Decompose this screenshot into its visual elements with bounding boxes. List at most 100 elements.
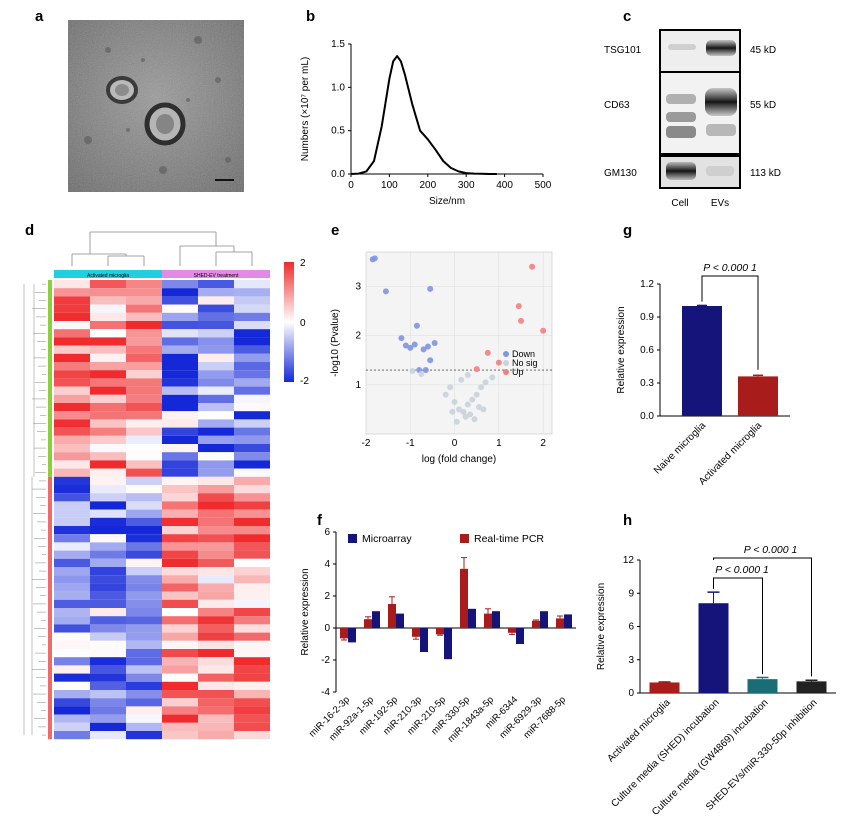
heatmap-cell bbox=[90, 386, 126, 395]
heatmap-cell bbox=[126, 550, 162, 559]
heatmap-cell bbox=[234, 575, 270, 584]
volcano-point bbox=[469, 396, 476, 403]
heatmap-cell bbox=[54, 419, 90, 428]
y-tick-label: 0 bbox=[324, 623, 330, 634]
heatmap-cell bbox=[234, 542, 270, 551]
heatmap-cell bbox=[234, 599, 270, 608]
blot-size-cd63: 55 kD bbox=[750, 100, 776, 111]
heatmap-cell bbox=[234, 591, 270, 600]
heatmap-cell bbox=[198, 501, 234, 510]
heatmap-cell bbox=[90, 452, 126, 461]
heatmap-cell bbox=[162, 640, 198, 649]
heatmap-cell bbox=[126, 362, 162, 371]
colorbar-tick-label: 0 bbox=[300, 318, 306, 329]
heatmap-cell bbox=[198, 288, 234, 297]
heatmap-cell bbox=[90, 542, 126, 551]
heatmap-cell bbox=[198, 419, 234, 428]
heatmap-cell bbox=[126, 427, 162, 436]
heatmap-cell bbox=[234, 657, 270, 666]
heatmap-cell bbox=[198, 296, 234, 305]
heatmap-cell bbox=[162, 591, 198, 600]
heatmap-cell bbox=[90, 280, 126, 289]
heatmap-cell bbox=[234, 304, 270, 313]
heatmap-cell bbox=[54, 427, 90, 436]
heatmap-cell bbox=[162, 649, 198, 658]
heatmap-cell bbox=[126, 599, 162, 608]
heatmap-cell bbox=[90, 608, 126, 617]
heatmap-cell bbox=[126, 296, 162, 305]
y-tick-label: 0.0 bbox=[331, 169, 345, 180]
heatmap-cell bbox=[126, 722, 162, 731]
heatmap-cell bbox=[54, 362, 90, 371]
p-value-annotation: P < 0.000 1 bbox=[715, 564, 769, 576]
heatmap-cell bbox=[90, 501, 126, 510]
heatmap-cell bbox=[234, 329, 270, 338]
heatmap-cell bbox=[234, 370, 270, 379]
p-value-annotation: P < 0.000 1 bbox=[744, 544, 798, 556]
chart-g-microglia: 0.0 0.3 0.6 0.9 1.2 Naive microgliaActivated … bbox=[616, 262, 790, 487]
significance-bracket bbox=[713, 577, 763, 675]
bar bbox=[698, 603, 729, 693]
heatmap-cell bbox=[54, 493, 90, 502]
y-tick-label: -4 bbox=[321, 687, 330, 698]
heatmap-cell bbox=[234, 394, 270, 403]
heatmap-cell bbox=[234, 706, 270, 715]
volcano-point bbox=[425, 343, 431, 350]
heatmap-cell bbox=[126, 501, 162, 510]
heatmap-cell bbox=[54, 706, 90, 715]
heatmap-cell bbox=[54, 394, 90, 403]
heatmap-cell bbox=[126, 312, 162, 321]
heatmap-cell bbox=[54, 288, 90, 297]
heatmap-cell bbox=[162, 485, 198, 494]
heatmap-cell bbox=[234, 698, 270, 707]
blot-label-cd63: CD63 bbox=[604, 100, 630, 111]
heatmap-cell bbox=[126, 673, 162, 682]
heatmap-cell bbox=[90, 649, 126, 658]
y-axis-label: Relative expression bbox=[596, 583, 607, 670]
heatmap-cell bbox=[234, 640, 270, 649]
heatmap-cell bbox=[162, 690, 198, 699]
heatmap-cell bbox=[90, 722, 126, 731]
heatmap-cell bbox=[234, 550, 270, 559]
volcano-point bbox=[449, 408, 456, 415]
heatmap-cell bbox=[198, 567, 234, 576]
heatmap-cell bbox=[162, 706, 198, 715]
heatmap-cell bbox=[54, 386, 90, 395]
heatmap-cell bbox=[126, 526, 162, 535]
vesicle-1 bbox=[106, 76, 138, 104]
heatmap-cell bbox=[90, 288, 126, 297]
heatmap-cell bbox=[126, 345, 162, 354]
group-label-shed: SHED-EV treatment bbox=[194, 273, 239, 279]
heatmap-cell bbox=[162, 476, 198, 485]
volcano-point bbox=[420, 346, 427, 353]
heatmap-cell bbox=[234, 616, 270, 625]
heatmap-cell bbox=[198, 550, 234, 559]
heatmap-cell bbox=[54, 501, 90, 510]
heatmap-cell bbox=[198, 698, 234, 707]
bar-microarray bbox=[564, 614, 572, 628]
heatmap-cell bbox=[90, 534, 126, 543]
heatmap-cell bbox=[162, 681, 198, 690]
heatmap-cell bbox=[234, 665, 270, 674]
size-distribution-line bbox=[350, 55, 497, 175]
heatmap-cell bbox=[126, 608, 162, 617]
heatmap-cell bbox=[90, 714, 126, 723]
heatmap-cell bbox=[54, 657, 90, 666]
heatmap-cell bbox=[90, 509, 126, 518]
vesicle-2 bbox=[144, 102, 186, 146]
heatmap-cell bbox=[162, 698, 198, 707]
volcano-point bbox=[540, 327, 547, 334]
heatmap-cell bbox=[234, 427, 270, 436]
heatmap-cell bbox=[162, 378, 198, 387]
heatmap-cell bbox=[54, 599, 90, 608]
heatmap-cell bbox=[90, 665, 126, 674]
heatmap-cell bbox=[54, 665, 90, 674]
heatmap-cell bbox=[126, 624, 162, 633]
heatmap-cell bbox=[90, 296, 126, 305]
bar-microarray bbox=[372, 611, 380, 628]
volcano-point bbox=[382, 288, 389, 295]
volcano-point bbox=[447, 384, 454, 391]
bar-microarray bbox=[540, 611, 548, 628]
group-label-activated: Activated microglia bbox=[87, 273, 129, 279]
